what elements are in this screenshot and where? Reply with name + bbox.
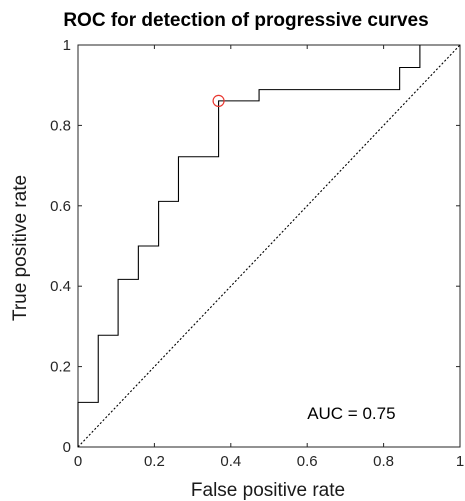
- operating-point-marker: [212, 94, 225, 107]
- y-tick-label: 0.2: [50, 359, 71, 376]
- x-ticks: 0 0.2 0.4 0.6 0.8 1: [74, 45, 464, 470]
- chart-title: ROC for detection of progressive curves: [63, 10, 428, 31]
- x-tick-label: 0.4: [220, 453, 241, 470]
- x-tick-label: 0: [74, 453, 82, 470]
- y-axis-label: True positive rate: [10, 175, 31, 321]
- series-layer: [77, 44, 461, 448]
- y-tick-label: 0.8: [50, 117, 71, 134]
- x-tick-label: 1: [456, 453, 464, 470]
- y-ticks: 0 0.2 0.4 0.6 0.8 1: [50, 37, 460, 456]
- x-tick-label: 0.8: [373, 453, 394, 470]
- chance-diagonal-line: [77, 44, 461, 448]
- y-tick-label: 0: [63, 439, 71, 456]
- y-tick-label: 0.4: [50, 278, 71, 295]
- roc-curve-line: [77, 45, 421, 447]
- x-axis-label: False positive rate: [191, 480, 345, 501]
- auc-annotation: AUC = 0.75: [307, 404, 395, 423]
- plot-area: 0 0.2 0.4 0.6 0.8 1 0 0.2 0.4 0.6 0.8 1: [50, 37, 464, 470]
- x-tick-label: 0.2: [144, 453, 165, 470]
- x-tick-label: 0.6: [297, 453, 318, 470]
- axes-box: [77, 44, 461, 448]
- y-tick-label: 1: [63, 37, 71, 54]
- y-tick-label: 0.6: [50, 198, 71, 215]
